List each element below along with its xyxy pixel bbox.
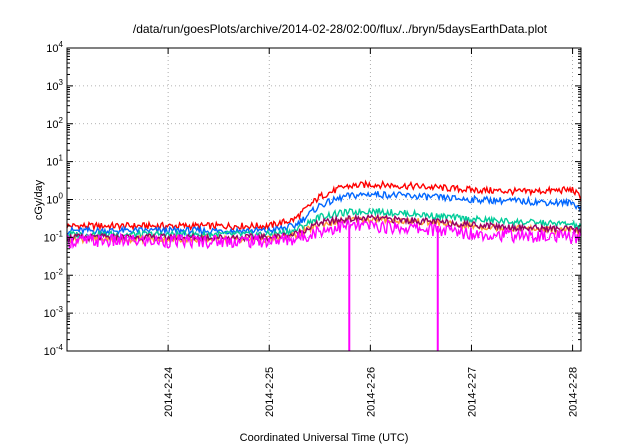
y-tick-label: 10-4 [44, 343, 64, 358]
y-tick-label: 100 [46, 192, 63, 207]
x-axis-label: Coordinated Universal Time (UTC) [240, 432, 409, 444]
chart-title: /data/run/goesPlots/archive/2014-02-28/0… [133, 22, 548, 36]
y-tick-label: 101 [46, 154, 63, 169]
x-tick-label: 2014-2-27 [466, 367, 478, 417]
grid-layer [67, 48, 581, 351]
y-tick-label: 10-2 [44, 267, 64, 282]
series-line [66, 179, 582, 232]
y-tick-label: 10-3 [44, 305, 64, 320]
y-tick-label: 10-1 [44, 229, 64, 244]
series-line [66, 190, 582, 237]
x-tick-label: 2014-2-26 [365, 367, 377, 417]
series-line [66, 218, 582, 250]
x-tick-label: 2014-2-24 [163, 367, 175, 417]
y-tick-label: 104 [46, 40, 63, 55]
spike-layer [348, 225, 439, 351]
x-tick-layer: 2014-2-24 2014-2-25 2014-2-26 2014-2-27 2014… [163, 48, 580, 417]
series-line [66, 213, 582, 243]
x-tick-label: 2014-2-28 [568, 367, 580, 417]
y-tick-label: 103 [46, 78, 63, 93]
series-layer [66, 179, 582, 250]
y-tick-label: 102 [46, 116, 63, 131]
x-tick-label: 2014-2-25 [264, 367, 276, 417]
y-axis-label: cGy/day [33, 179, 45, 220]
